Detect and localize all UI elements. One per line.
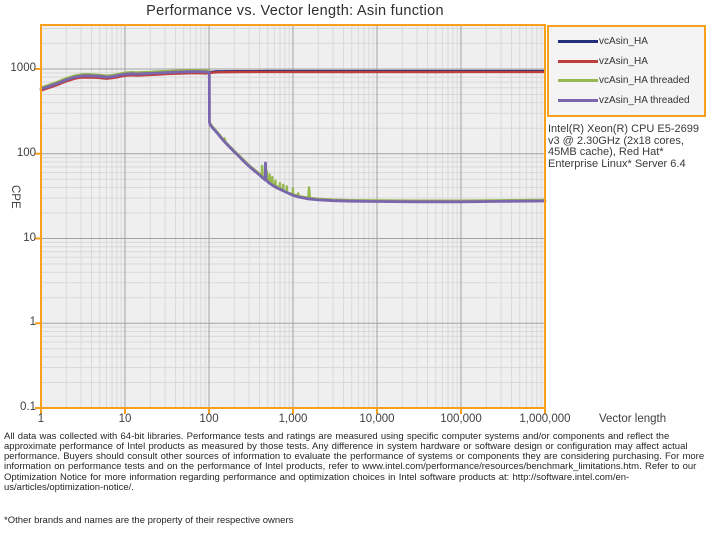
legend-line-swatch: [558, 98, 598, 102]
legend-line-swatch: [558, 59, 598, 63]
system-info-note: Intel(R) Xeon(R) CPU E5-2699 v3 @ 2.30GH…: [548, 123, 700, 170]
x-tick-1: 1: [37, 413, 45, 425]
legend-item-label: vzAsin_HA threaded: [599, 94, 690, 106]
legend-line-swatch: [558, 40, 598, 44]
legend: vcAsin_HA vzAsin_HA vcAsin_HA threaded v…: [547, 25, 706, 117]
legend-item: vcAsin_HA threaded: [558, 75, 702, 86]
legend-line-swatch: [558, 79, 598, 83]
legend-item-label: vcAsin_HA threaded: [599, 75, 690, 87]
legend-item-label: vzAsin_HA: [599, 55, 648, 67]
y-tick-10: 10: [23, 232, 36, 244]
y-tick-100: 100: [16, 147, 36, 159]
x-tick-100: 100: [199, 413, 219, 425]
y-tick-0p1: 0.1: [20, 401, 36, 413]
y-tick-1000: 1000: [10, 62, 36, 74]
legend-item: vzAsin_HA threaded: [558, 95, 702, 106]
y-tick-1: 1: [29, 316, 36, 328]
disclaimer-text: All data was collected with 64-bit libra…: [4, 431, 705, 493]
x-tick-100000: 100,000: [440, 413, 482, 425]
y-axis-title: CPE: [9, 185, 21, 209]
x-tick-1000000: 1,000,000: [519, 413, 571, 425]
legend-item: vzAsin_HA: [558, 56, 702, 67]
legend-item-label: vcAsin_HA: [599, 36, 648, 48]
chart-title: Performance vs. Vector length: Asin func…: [146, 3, 444, 19]
x-axis-title: Vector length: [599, 413, 667, 425]
footnote-text: *Other brands and names are the property…: [4, 515, 294, 526]
legend-item: vcAsin_HA: [558, 36, 702, 47]
x-tick-10: 10: [118, 413, 132, 425]
x-tick-1000: 1,000: [278, 413, 308, 425]
x-tick-10000: 10,000: [359, 413, 395, 425]
